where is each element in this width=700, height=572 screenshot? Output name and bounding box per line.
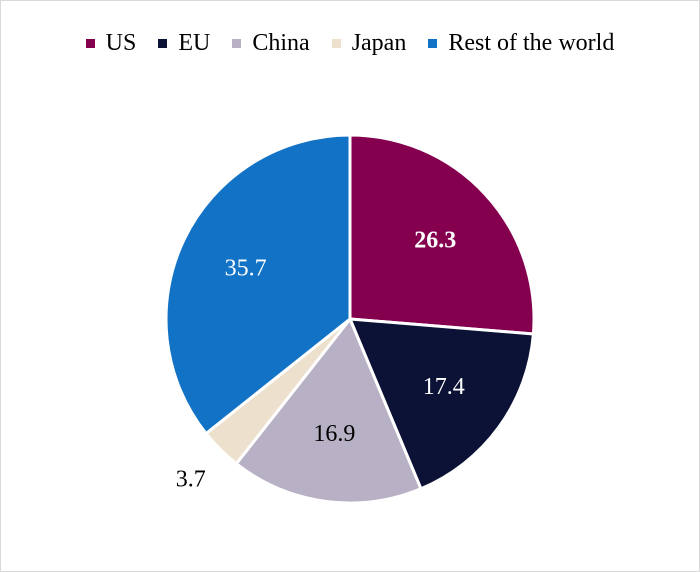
data-label-us: 26.3 — [414, 227, 456, 253]
legend-item-eu: EU — [158, 30, 210, 57]
legend-item-rest-of-world: Rest of the world — [428, 30, 614, 57]
legend-swatch-rest-of-world — [428, 39, 438, 48]
legend-label-rest-of-world: Rest of the world — [448, 30, 615, 56]
legend-label-eu: EU — [178, 30, 211, 56]
legend-label-china: China — [252, 30, 310, 56]
pie-slice-rest-of-the-world — [164, 133, 352, 436]
legend-label-us: US — [105, 30, 137, 56]
legend-item-japan: Japan — [331, 30, 407, 57]
data-label-china: 16.9 — [313, 421, 355, 447]
legend-item-china: China — [232, 30, 310, 57]
legend-swatch-eu — [158, 39, 168, 48]
chart-legend: US EU China Japan Rest of the world — [0, 30, 700, 57]
legend-label-japan: Japan — [351, 30, 407, 56]
data-label-eu: 17.4 — [423, 374, 465, 400]
data-label-japan: 3.7 — [176, 466, 206, 492]
data-label-rest-of-the-world: 35.7 — [225, 256, 267, 282]
legend-swatch-japan — [331, 39, 341, 48]
pie-slice-eu — [348, 317, 535, 491]
pie-slice-us — [348, 133, 536, 336]
pie-slice-china — [234, 317, 423, 505]
legend-swatch-us — [85, 39, 95, 48]
legend-item-us: US — [85, 30, 137, 57]
legend-swatch-china — [232, 39, 242, 48]
